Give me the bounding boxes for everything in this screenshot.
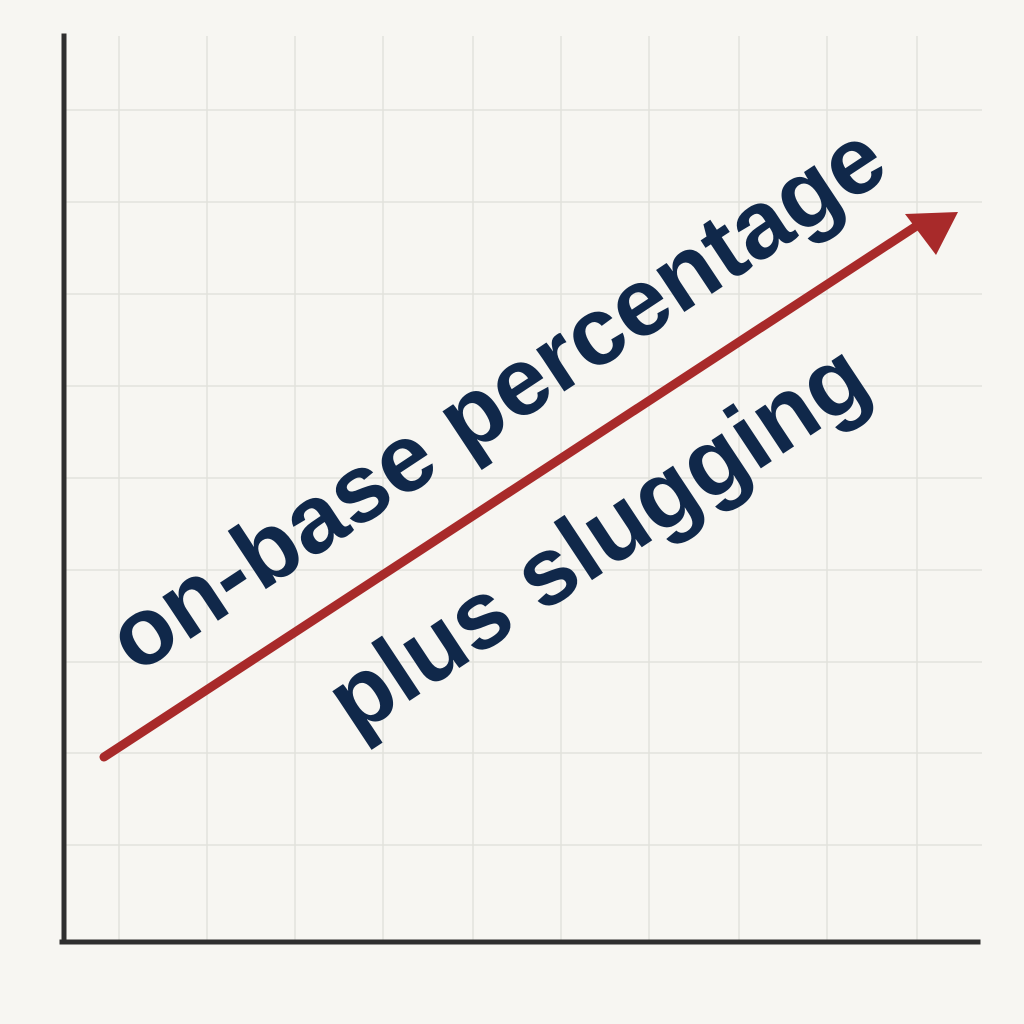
trend-arrow bbox=[99, 212, 958, 762]
trend-line bbox=[99, 220, 923, 762]
trend-arrowhead bbox=[905, 212, 958, 255]
